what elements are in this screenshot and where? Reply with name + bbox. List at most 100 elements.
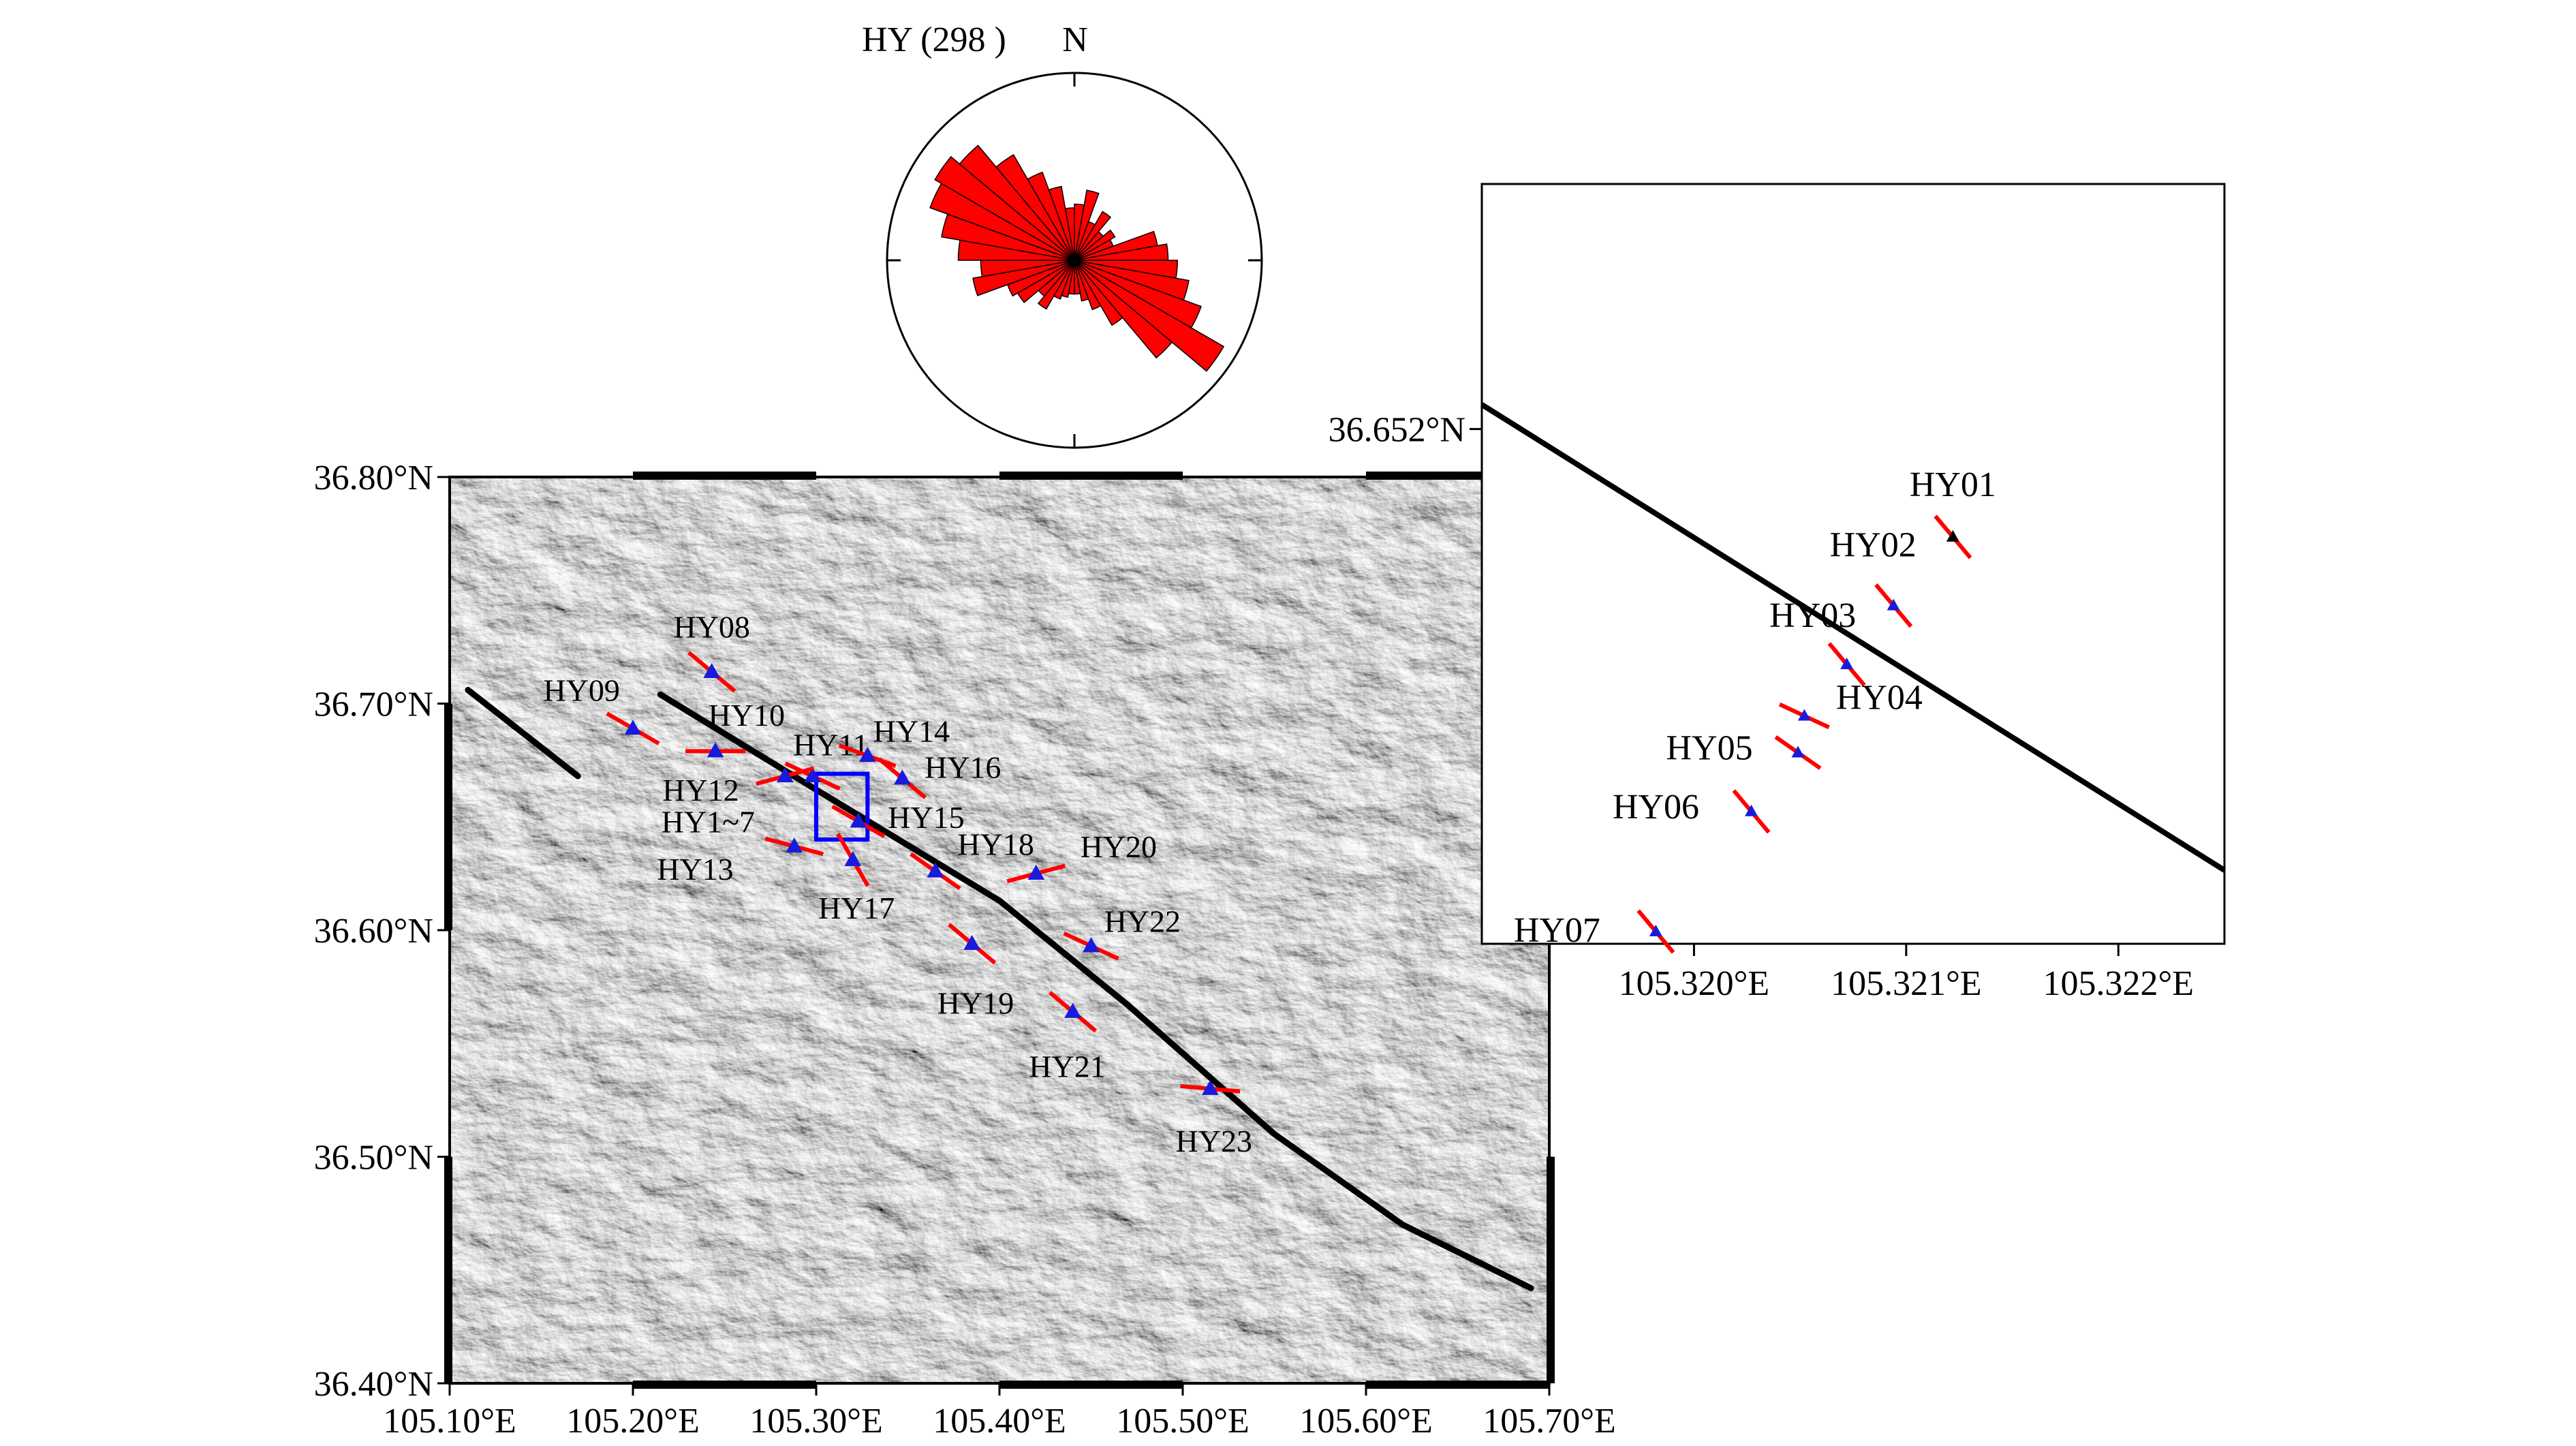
station-hy12: HY12 — [662, 766, 815, 807]
inset-lat-tick-label: 36.652°N — [1329, 411, 1465, 450]
rose-petal — [1037, 260, 1075, 310]
station-hy23: HY23 — [1176, 1079, 1252, 1158]
station-hy17: HY17 — [818, 833, 895, 925]
lat-tick-label: 36.60°N — [314, 912, 433, 951]
frame-bar-bottom — [633, 1381, 816, 1389]
station-hy09: HY09 — [543, 673, 660, 745]
inset-lon-tick-label: 105.321°E — [1831, 964, 1982, 1003]
rose-petal — [1074, 260, 1225, 372]
lat-tick-label: 36.70°N — [314, 686, 433, 724]
inset-fault — [1480, 402, 2226, 873]
station-label: HY16 — [925, 750, 1001, 785]
station-hy21: HY21 — [1029, 991, 1106, 1084]
station-triangle — [1791, 745, 1805, 758]
frame-bar-left — [444, 1156, 452, 1383]
rose-petal — [1074, 229, 1116, 261]
inset-station-hy02: HY02 — [1830, 526, 1917, 628]
station-label: HY19 — [937, 985, 1014, 1020]
station-label: HY23 — [1176, 1124, 1252, 1158]
station-triangle — [707, 742, 724, 758]
inset-station-label: HY02 — [1830, 526, 1917, 565]
frame-bar-top — [633, 472, 816, 480]
inset-lon-tick-label: 105.320°E — [1619, 964, 1770, 1003]
rose-petals — [929, 144, 1225, 372]
rose-petal — [959, 144, 1075, 261]
station-triangle — [776, 767, 794, 782]
station-triangle — [1946, 529, 1959, 542]
lat-tick-label: 36.80°N — [314, 459, 433, 497]
lon-tick-label: 105.40°E — [933, 1402, 1066, 1441]
inset-station-label: HY04 — [1836, 679, 1923, 718]
rose-north-label: N — [1062, 20, 1088, 59]
station-hy15: HY15 — [831, 800, 965, 838]
station-triangle — [1202, 1079, 1219, 1095]
station-triangle — [703, 662, 721, 679]
rose-petal — [1074, 260, 1089, 302]
inset-station-hy05: HY05 — [1666, 728, 1822, 770]
station-label: HY13 — [657, 852, 733, 887]
station-triangle — [850, 812, 867, 828]
station-triangle — [1027, 864, 1045, 880]
inset-station-label: HY07 — [1514, 911, 1600, 950]
station-label: HY10 — [709, 698, 785, 733]
lon-tick-label: 105.20°E — [566, 1402, 700, 1441]
inset-map-ticks: 105.320°E 105.321°E 105.322°E 36.652°N — [1329, 411, 2194, 1003]
inset-station-hy06: HY06 — [1613, 788, 1771, 834]
station-hy11: HY11 — [784, 727, 869, 791]
station-label: HY12 — [662, 773, 739, 807]
station-triangle — [1064, 1002, 1081, 1018]
frame-bar-bottom — [1366, 1381, 1549, 1389]
rose-petal — [1074, 260, 1123, 326]
station-hy22: HY22 — [1063, 904, 1181, 961]
station-label: HY22 — [1104, 904, 1181, 939]
station-hy20: HY20 — [1006, 829, 1157, 884]
lon-tick-label: 105.30°E — [749, 1402, 883, 1441]
lon-tick-label: 105.60°E — [1299, 1402, 1433, 1441]
rose-diagram: HY (298 ) N — [862, 20, 1263, 449]
inset-station-hy01: HY01 — [1910, 465, 1996, 559]
rose-petal — [1074, 260, 1102, 311]
station-triangle — [963, 934, 980, 951]
rose-petal — [1074, 260, 1173, 359]
inset-station-label: HY06 — [1613, 788, 1699, 827]
station-hy19: HY19 — [937, 923, 1014, 1020]
station-label: HY14 — [873, 713, 950, 748]
station-hy13: HY13 — [657, 836, 824, 887]
rose-petal — [995, 154, 1075, 261]
station-triangle — [1745, 804, 1758, 816]
frame-bar-right — [1547, 1156, 1555, 1383]
inset-station-label: HY01 — [1910, 465, 1996, 504]
inset-station-hy07: HY07 — [1514, 909, 1675, 954]
frame-bar-top — [999, 472, 1183, 480]
lon-tick-label: 105.10°E — [383, 1402, 516, 1441]
group-label-hy1-7: HY1~7 — [662, 804, 755, 839]
inset-fault-line — [1480, 402, 2226, 873]
rose-petal — [1027, 171, 1075, 261]
station-label: HY15 — [888, 800, 964, 835]
inset-stations: HY01 HY02 HY03 HY04 HY05 HY06 HY07 — [1514, 465, 1996, 954]
inset-station-label: HY05 — [1666, 728, 1752, 767]
station-hy10: HY10 — [685, 698, 785, 758]
station-triangle — [1887, 598, 1900, 611]
station-triangle — [894, 769, 911, 785]
station-triangle — [1840, 657, 1854, 669]
station-hy08: HY08 — [673, 609, 750, 693]
station-triangle — [844, 850, 862, 867]
lon-tick-label: 105.70°E — [1483, 1402, 1616, 1441]
inset-station-hy03: HY03 — [1769, 596, 1866, 687]
rose-petal — [934, 155, 1075, 261]
inset-station-label: HY03 — [1769, 596, 1856, 635]
station-triangle — [624, 720, 642, 735]
station-triangle — [786, 837, 803, 853]
lon-tick-label: 105.50°E — [1116, 1402, 1250, 1441]
relief-background — [450, 477, 1549, 1383]
frame-bar-bottom — [999, 1381, 1183, 1389]
station-hy16: HY16 — [878, 750, 1001, 799]
inset-station-hy04: HY04 — [1778, 679, 1923, 730]
station-label: HY18 — [957, 827, 1034, 862]
main-map-ticks: 105.10°E 105.20°E 105.30°E 105.40°E 105.50°E… — [314, 459, 1616, 1441]
rose-title: HY (298 ) — [862, 20, 1006, 59]
frame-bar-left — [444, 703, 452, 930]
station-hy18: HY18 — [910, 827, 1034, 891]
